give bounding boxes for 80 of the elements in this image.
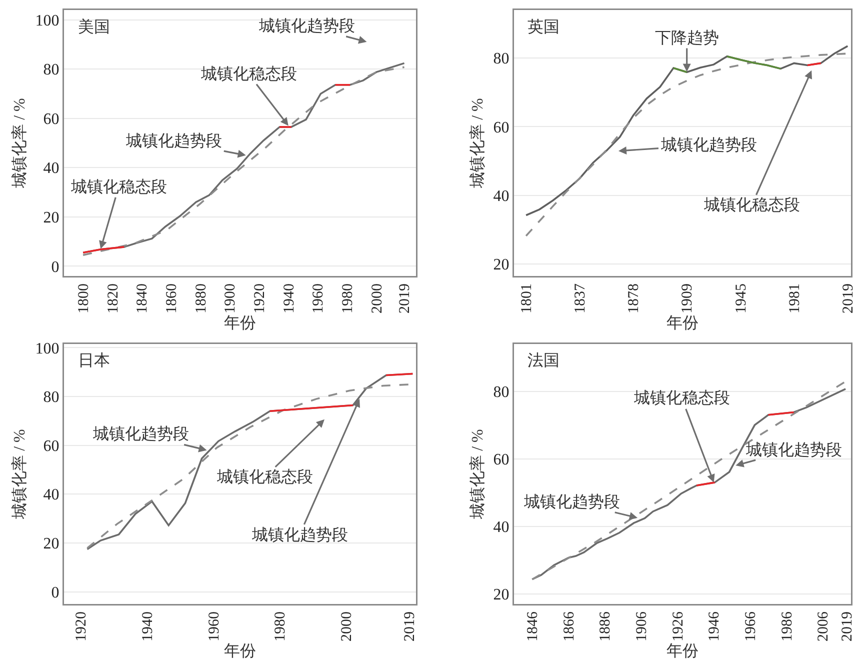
- annotation: 城镇化趋势段: [258, 17, 355, 35]
- x-tick-label: 1878: [626, 284, 642, 314]
- y-tick-label: 20: [493, 256, 510, 274]
- y-tick-label: 60: [43, 438, 60, 455]
- y-tick-label: 40: [493, 188, 510, 205]
- x-tick-label: 2000: [339, 612, 356, 642]
- y-axis-title: 城镇化率 / %: [10, 98, 28, 189]
- y-tick-label: 80: [493, 50, 510, 68]
- x-tick-label: 1940: [140, 612, 156, 642]
- annotation: 城镇化趋势段: [251, 526, 348, 544]
- x-tick-label: 1860: [164, 284, 180, 314]
- x-tick-label: 1981: [786, 284, 803, 314]
- y-tick-label: 0: [51, 258, 60, 276]
- y-tick-label: 80: [493, 384, 510, 401]
- x-tick-label: 1900: [222, 284, 239, 314]
- y-tick-label: 40: [43, 486, 60, 504]
- x-tick-label: 1960: [310, 284, 327, 314]
- x-tick-label: 1920: [73, 612, 90, 642]
- x-tick-label: 1920: [252, 284, 268, 314]
- text: 日本: [78, 352, 110, 370]
- x-tick-label: 1926: [670, 611, 686, 642]
- annotation: 城镇化趋势段: [125, 132, 222, 150]
- x-tick-label: 1866: [561, 611, 578, 642]
- annotation: 城镇化稳态段: [216, 468, 313, 486]
- x-axis-title: 年份: [666, 314, 698, 332]
- x-tick-label: 1940: [281, 284, 298, 314]
- x-tick-label: 1886: [598, 611, 614, 642]
- annotation: 下降趋势: [655, 29, 719, 47]
- x-tick-label: 1801: [518, 284, 535, 314]
- x-tick-label: 2019: [402, 612, 418, 642]
- text: 英国: [527, 18, 560, 36]
- y-tick-label: 20: [43, 209, 60, 226]
- x-axis-title: 年份: [224, 314, 256, 332]
- x-tick-label: 1945: [733, 284, 750, 314]
- annotation: 城镇化稳态段: [200, 65, 297, 83]
- annotation: 城镇化趋势段: [745, 441, 842, 459]
- annotation: 城镇化趋势段: [523, 493, 620, 511]
- x-tick-label: 1800: [76, 284, 92, 314]
- x-tick-label: 1960: [206, 612, 222, 642]
- annotation: 城镇化稳态段: [633, 389, 730, 407]
- x-axis-title: 年份: [666, 642, 698, 660]
- x-tick-label: 1846: [525, 611, 542, 642]
- x-tick-label: 1820: [105, 284, 122, 314]
- y-tick-label: 100: [35, 12, 60, 30]
- y-tick-label: 20: [43, 536, 60, 553]
- y-axis-title: 城镇化率 / %: [10, 429, 28, 520]
- y-axis-title: 城镇化率 / %: [468, 98, 486, 189]
- x-tick-label: 1986: [779, 611, 796, 642]
- y-tick-label: 60: [493, 119, 510, 136]
- y-axis-title: 城镇化率 / %: [468, 429, 486, 520]
- x-tick-label: 2000: [369, 284, 386, 314]
- y-tick-label: 60: [493, 451, 510, 468]
- y-tick-label: 20: [493, 586, 510, 604]
- annotation: 城镇化稳态段: [703, 196, 800, 214]
- y-tick-label: 100: [35, 340, 60, 358]
- annotation: 城镇化稳态段: [70, 178, 167, 196]
- y-tick-label: 40: [493, 518, 510, 536]
- x-tick-label: 2019: [839, 612, 856, 642]
- x-tick-label: 1840: [134, 284, 151, 314]
- x-tick-label: 2019: [397, 284, 414, 314]
- x-tick-label: 1980: [340, 284, 356, 314]
- x-tick-label: 1906: [634, 611, 650, 642]
- y-tick-label: 60: [43, 110, 60, 128]
- text: 法国: [527, 352, 560, 370]
- text: 美国: [78, 18, 110, 36]
- x-tick-label: 1980: [272, 612, 289, 642]
- x-tick-label: 1837: [572, 283, 589, 314]
- x-tick-label: 2006: [816, 611, 832, 642]
- y-tick-label: 80: [43, 62, 60, 79]
- x-tick-label: 1966: [743, 611, 760, 642]
- annotation: 城镇化趋势段: [660, 136, 757, 154]
- y-tick-label: 40: [43, 160, 60, 178]
- x-tick-label: 1909: [680, 284, 696, 314]
- annotation: 城镇化趋势段: [92, 425, 189, 443]
- x-axis-title: 年份: [224, 642, 256, 660]
- x-tick-label: 1880: [193, 284, 210, 314]
- x-tick-label: 1946: [706, 611, 723, 642]
- x-tick-label: 2019: [840, 284, 857, 314]
- y-tick-label: 80: [43, 389, 60, 406]
- y-tick-label: 0: [51, 584, 60, 602]
